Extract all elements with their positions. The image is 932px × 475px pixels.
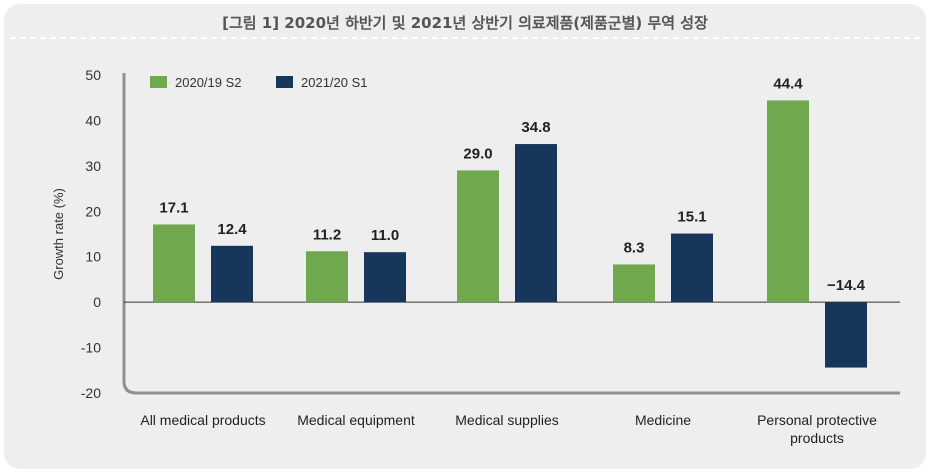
bar: [515, 144, 557, 303]
y-tick-label: 30: [85, 158, 101, 174]
bar: [825, 302, 867, 368]
bar: [306, 251, 348, 303]
data-label: 15.1: [677, 209, 706, 226]
x-tick-label-line: All medical products: [140, 412, 265, 428]
bar: [767, 100, 809, 303]
x-tick-label: Medicine: [635, 412, 691, 428]
y-tick-label: 0: [93, 294, 101, 310]
bar: [613, 264, 655, 303]
data-label: 17.1: [159, 199, 188, 216]
x-tick-label-line: Medicine: [635, 412, 691, 428]
data-label: 29.0: [463, 145, 492, 162]
x-tick-label-line: Medical equipment: [297, 412, 415, 428]
y-axis-label: Growth rate (%): [51, 188, 66, 280]
data-label: 34.8: [521, 119, 550, 136]
x-tick-label: Medical supplies: [455, 412, 559, 428]
y-tick-label: 50: [85, 67, 101, 83]
legend-swatch: [276, 76, 293, 88]
x-tick-label: All medical products: [140, 412, 265, 428]
y-tick-label: -10: [81, 340, 101, 356]
y-tick-label: 20: [85, 203, 101, 219]
x-tick-label-line: Medical supplies: [455, 412, 559, 428]
chart-title: [그림 1] 2020년 하반기 및 2021년 상반기 의료제품(제품군별) …: [222, 14, 708, 32]
data-label: −14.4: [827, 277, 866, 294]
bar: [671, 233, 713, 303]
bar: [364, 252, 406, 303]
bar: [153, 224, 195, 303]
data-label: 8.3: [624, 239, 645, 256]
axis-line: [122, 73, 900, 395]
legend-label: 2020/19 S2: [175, 75, 242, 90]
y-tick-label: 40: [85, 112, 101, 128]
data-label: 12.4: [217, 221, 247, 238]
y-tick-label: -20: [81, 385, 101, 401]
x-tick-label-line: Personal protective: [757, 412, 877, 428]
x-tick-label-line: products: [790, 430, 844, 446]
data-label: 11.2: [313, 226, 341, 243]
x-tick-label: Personal protective products: [757, 412, 877, 446]
data-label: 44.4: [773, 75, 803, 92]
title-divider: [10, 37, 920, 39]
data-label: 11.0: [371, 227, 399, 244]
x-tick-label: Medical equipment: [297, 412, 415, 428]
bar: [457, 170, 499, 303]
legend-label: 2021/20 S1: [301, 75, 368, 90]
bar: [211, 245, 253, 303]
legend-swatch: [150, 76, 167, 88]
y-tick-label: 10: [85, 249, 101, 265]
